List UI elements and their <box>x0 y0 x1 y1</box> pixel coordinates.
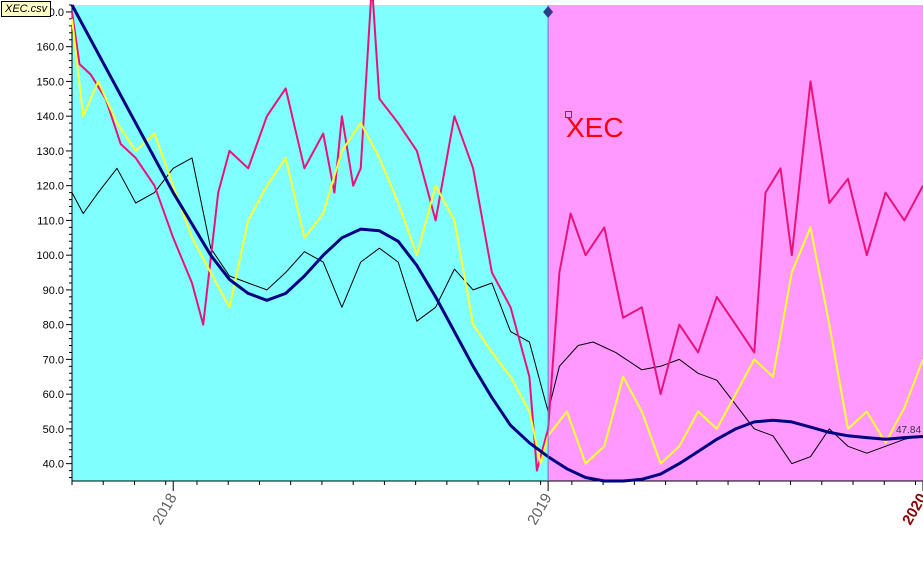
y-tick-label: 150.0 <box>36 76 64 88</box>
y-tick-label: 120.0 <box>36 181 64 193</box>
y-tick-label: 60.0 <box>43 389 64 401</box>
y-tick-label: 80.0 <box>43 320 64 332</box>
ticker-anchor-icon[interactable] <box>565 111 572 118</box>
y-tick-label: 160.0 <box>36 42 64 54</box>
y-axis: 40.0 50.0 60.0 70.0 80.0 90.0 100.0 110.0 120.0 1… <box>36 4 73 481</box>
y-tick-label: 50.0 <box>43 424 64 436</box>
history-region <box>72 5 549 481</box>
x-tick-label: 2018 <box>149 491 180 528</box>
x-tick-label: 2020 <box>899 491 923 528</box>
forecast-region <box>548 5 923 481</box>
forecast-marker-icon[interactable] <box>543 6 554 18</box>
series-group <box>70 0 923 483</box>
y-tick-label: 90.0 <box>43 285 64 297</box>
y-tick-label: 130.0 <box>36 146 64 158</box>
series-line-trend <box>70 4 923 483</box>
ticker-label: XEC <box>566 112 624 143</box>
file-name-label: XEC.csv <box>1 1 52 17</box>
x-axis: 2018 2019 2020 <box>71 480 923 528</box>
y-tick-label: 40.0 <box>43 459 64 471</box>
x-tick-label: 2019 <box>524 491 555 528</box>
y-tick-label: 70.0 <box>43 354 64 366</box>
series-line-middle <box>71 18 923 465</box>
series-line-upper <box>71 0 923 472</box>
series-line-price <box>71 157 923 465</box>
y-tick-label: 110.0 <box>37 215 64 227</box>
last-value-label: 47.84 <box>896 425 922 436</box>
y-tick-label: 100.0 <box>36 250 64 262</box>
y-tick-label: 140.0 <box>36 111 64 123</box>
